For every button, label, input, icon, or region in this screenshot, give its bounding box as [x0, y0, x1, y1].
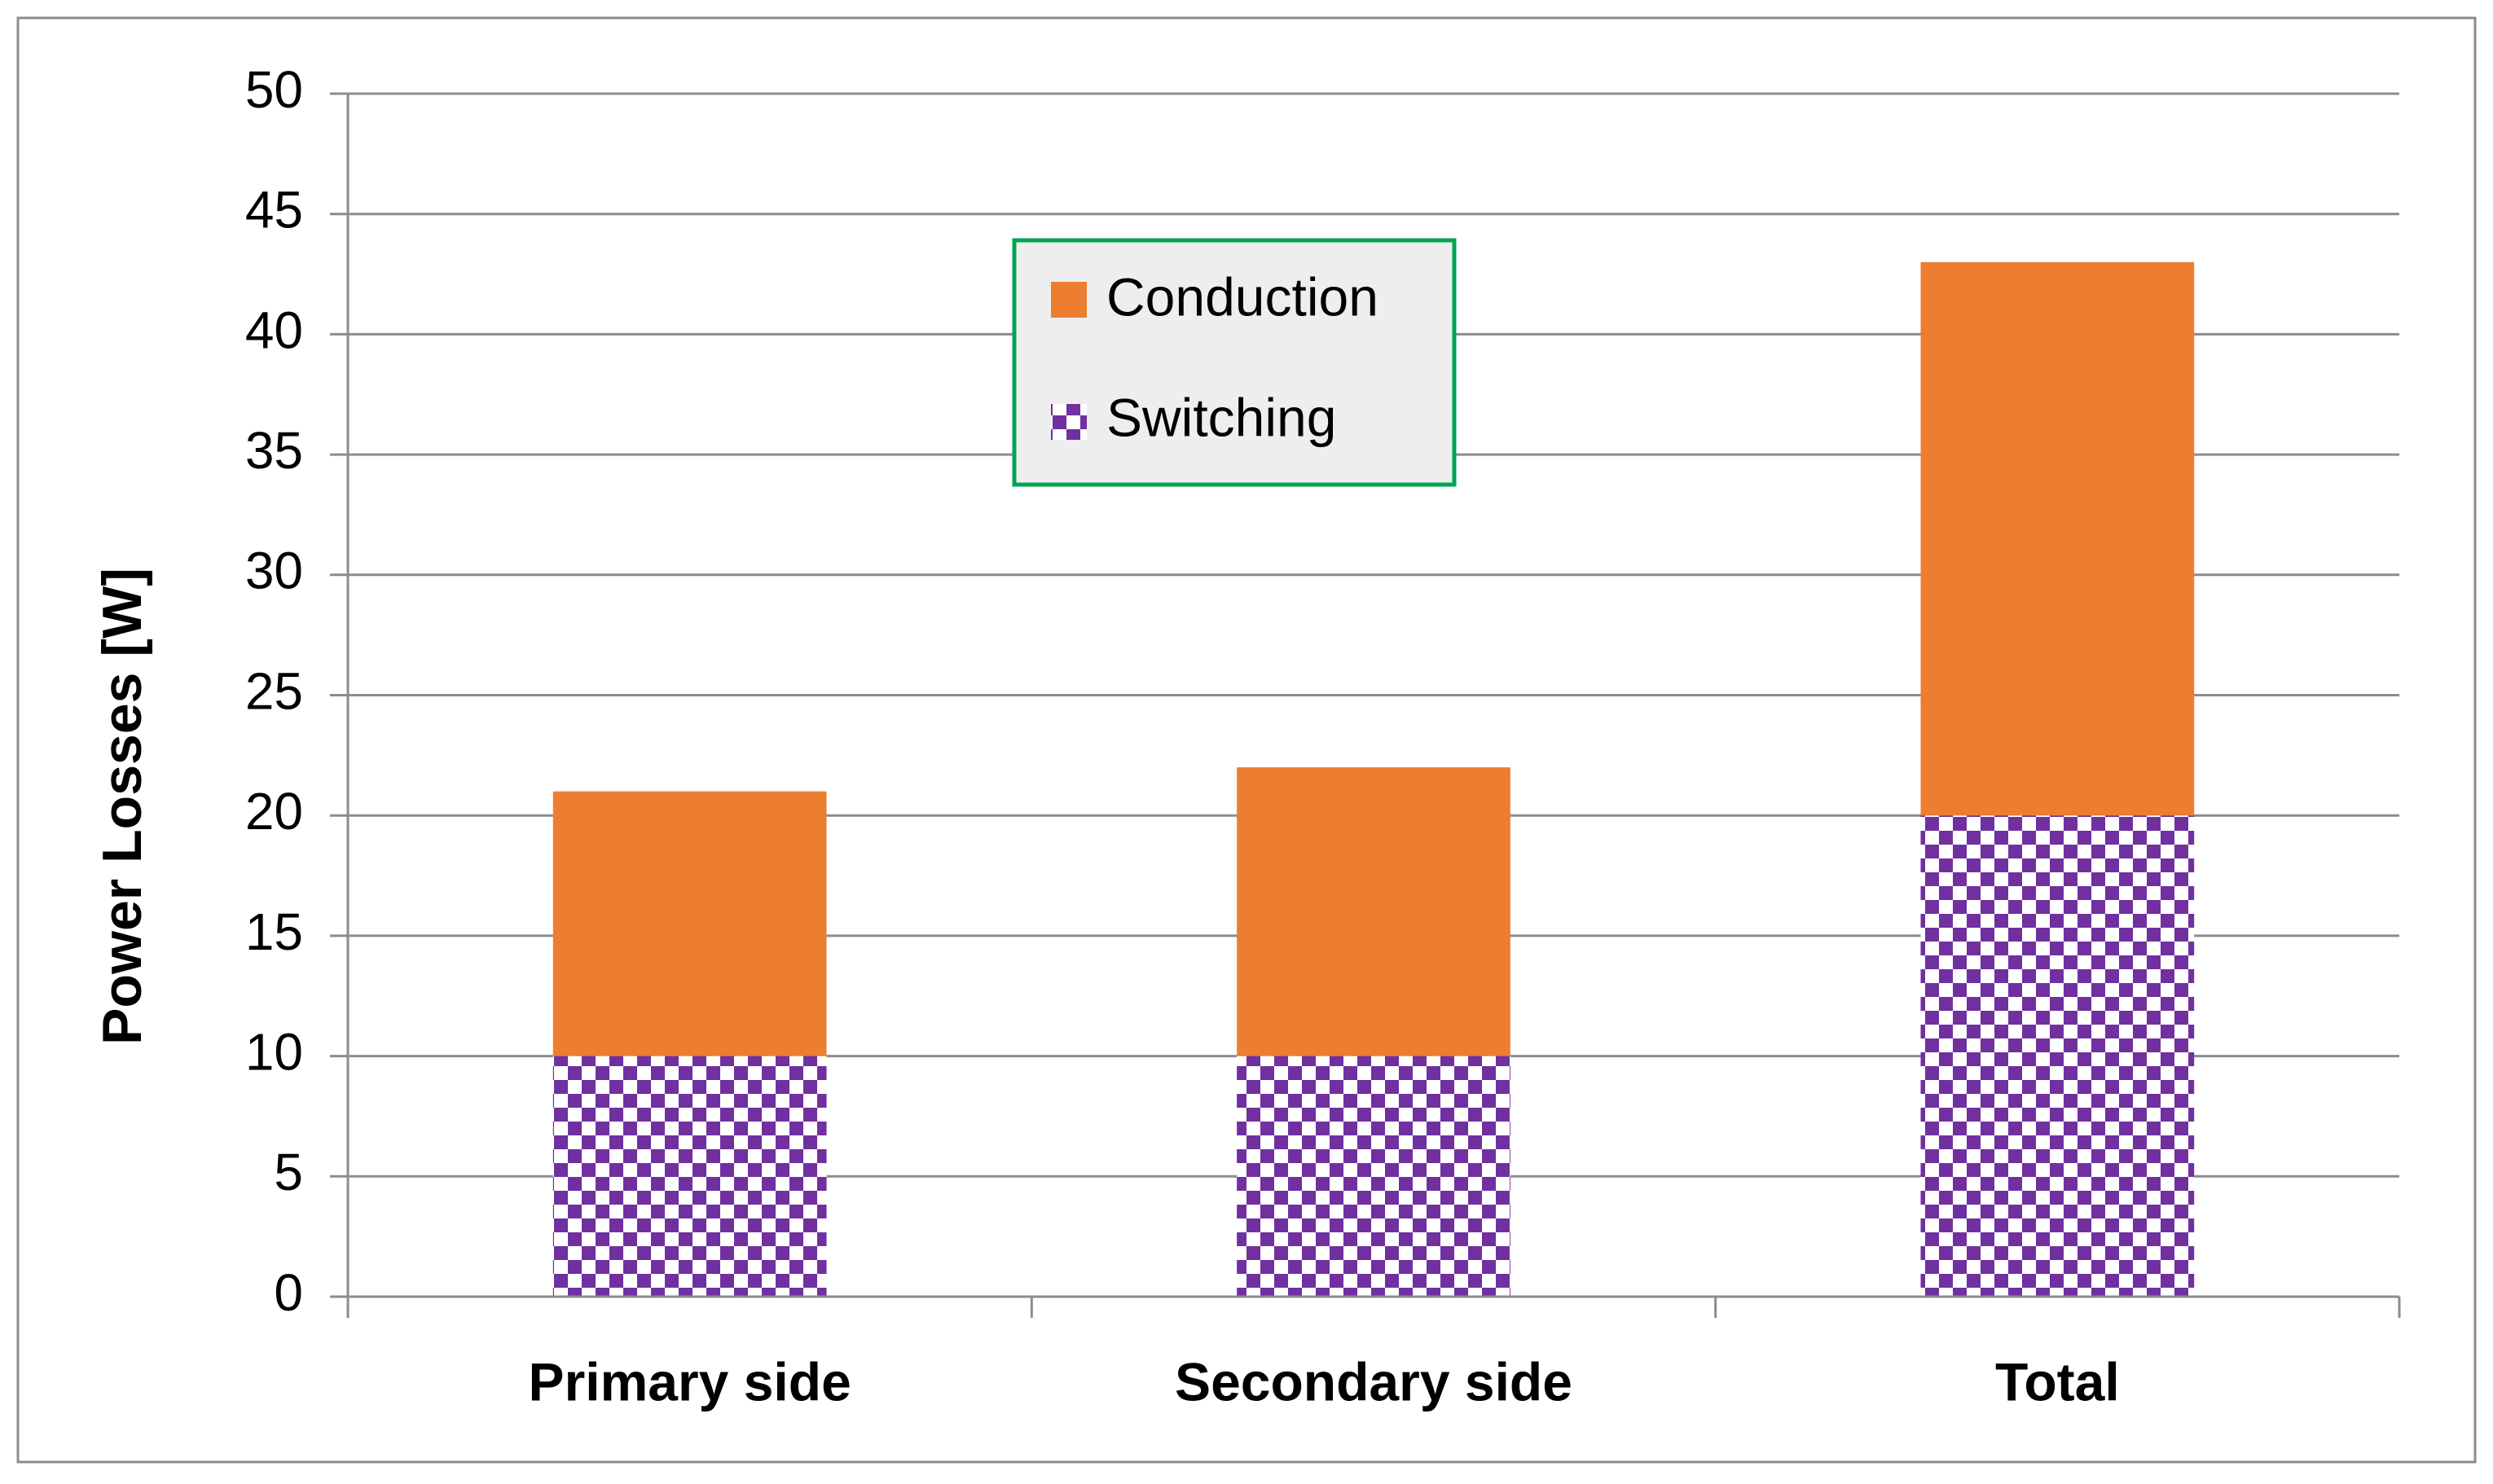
legend-label-conduction: Conduction — [1106, 266, 1378, 327]
y-tick-label: 35 — [245, 421, 303, 480]
axes — [346, 94, 2401, 1318]
legend: Conduction Switching — [1012, 238, 1457, 487]
x-tick-label: Secondary side — [1175, 1351, 1572, 1412]
legend-box — [1012, 238, 1457, 487]
x-tick-label: Total — [1995, 1351, 2120, 1412]
bar-conduction-total — [1920, 261, 2195, 816]
y-tick-label: 15 — [245, 902, 303, 961]
y-tick-label: 20 — [245, 782, 303, 841]
y-tick-label: 50 — [245, 60, 303, 119]
legend-swatch-switching — [1051, 404, 1087, 440]
bar-switching-primary-side — [552, 1056, 827, 1297]
y-tick-labels: 0 5 10 15 20 25 30 35 40 45 50 — [245, 60, 303, 1322]
x-tick-label: Primary side — [529, 1351, 851, 1412]
bars — [552, 261, 2195, 1297]
y-tick-label: 40 — [245, 301, 303, 359]
y-tick-label: 5 — [274, 1143, 303, 1201]
legend-label-switching: Switching — [1106, 387, 1336, 447]
y-tick-label: 45 — [245, 181, 303, 239]
y-tick-label: 10 — [245, 1023, 303, 1082]
y-tick-label: 0 — [274, 1263, 303, 1322]
legend-swatch-conduction — [1051, 282, 1087, 318]
bar-switching-total — [1920, 815, 2195, 1297]
y-axis-title: Power Losses [W] — [91, 568, 153, 1045]
bar-conduction-secondary-side — [1237, 767, 1510, 1056]
x-tick-labels: Primary side Secondary side Total — [529, 1351, 2120, 1412]
y-tick-label: 30 — [245, 542, 303, 600]
bar-switching-secondary-side — [1237, 1056, 1510, 1297]
y-tick-label: 25 — [245, 661, 303, 720]
bar-conduction-primary-side — [552, 791, 827, 1056]
